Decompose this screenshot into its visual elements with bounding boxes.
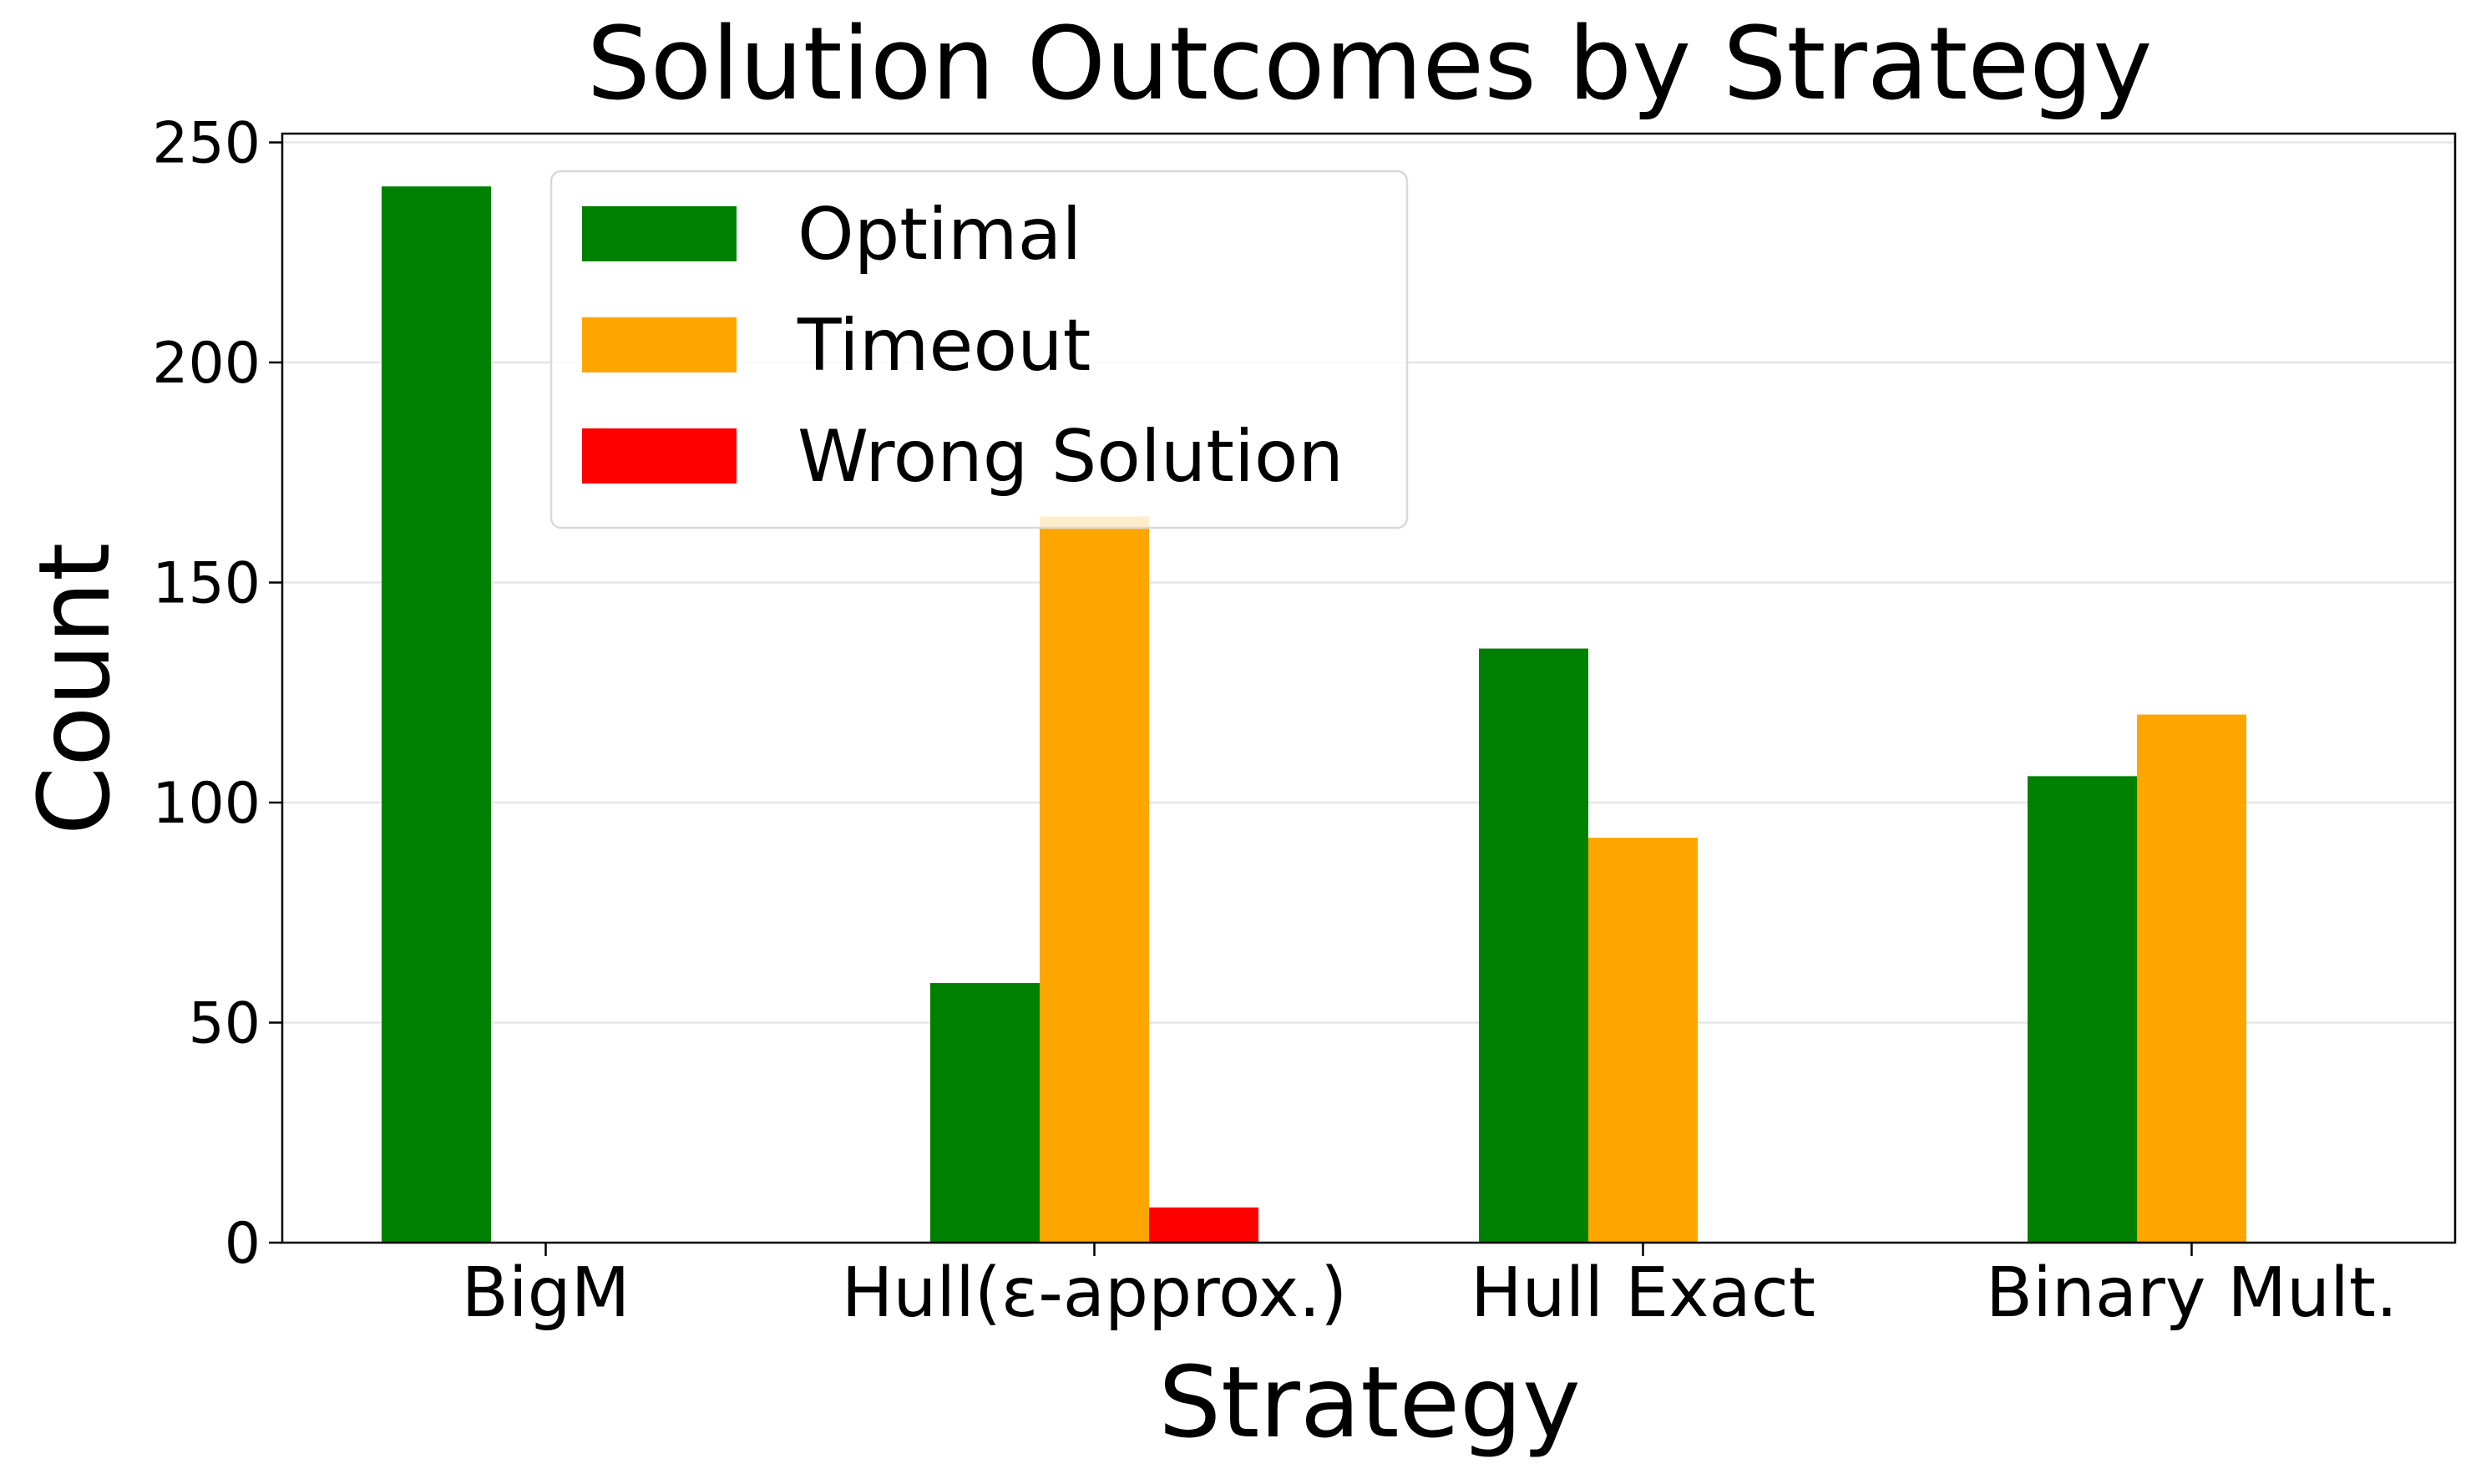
plot-frame [281,132,2457,1244]
x-axis-label: Strategy [1158,1345,1581,1460]
bar-timeout [1588,838,1698,1243]
legend-swatch [582,206,737,261]
bar-wrong-solution [1149,1207,1258,1243]
y-tick-label: 200 [152,331,261,397]
bar-timeout [2137,714,2246,1243]
legend-box [549,170,1409,529]
bar-optimal [930,983,1040,1243]
chart-title: Solution Outcomes by Strategy [587,7,2153,123]
legend-label: Timeout [797,304,1091,387]
bar-optimal [2028,776,2137,1243]
bar-optimal [1479,648,1588,1243]
y-tick-label: 100 [152,771,261,837]
x-tick-label: Hull Exact [1471,1254,1815,1333]
legend: Optimal Timeout Wrong Solution [549,170,1409,529]
x-tick-label: BigM [462,1254,630,1333]
x-tick-label: Hull(ε-approx.) [842,1254,1348,1333]
legend-swatch [582,317,737,372]
y-tick-label: 250 [152,111,261,177]
bar-timeout [1040,516,1149,1243]
legend-label: Optimal [797,193,1081,276]
bar-optimal [382,186,491,1243]
x-tick-label: Binary Mult. [1986,1254,2397,1333]
y-tick-label: 50 [188,991,261,1057]
legend-swatch [582,428,737,484]
y-axis-ticks: 0 50 100 150 200 250 [152,111,282,1277]
bars [382,186,2246,1243]
y-axis-label: Count [17,543,132,835]
x-axis-ticks: BigM Hull(ε-approx.) Hull Exact Binary Mult… [462,1243,2397,1333]
y-tick-label: 0 [225,1211,261,1277]
y-tick-label: 150 [152,551,261,617]
legend-label: Wrong Solution [797,415,1344,499]
